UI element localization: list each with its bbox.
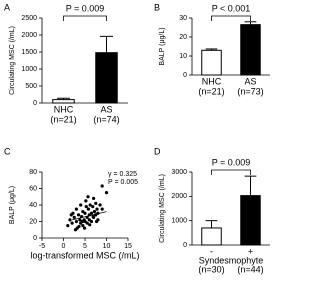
y-tick-label: 80 [29,169,37,176]
x-tick-label: AS [100,104,112,114]
x-tick-label: + [248,246,253,256]
point [94,201,98,205]
y-tick-label: 10 [179,53,187,60]
significance-bracket [211,169,251,175]
x-tick-label: AS [244,76,256,86]
y-tick-label: 0 [183,72,187,79]
point [84,205,88,209]
p-value: P < 0.001 [212,3,251,13]
point [92,210,97,214]
panel-label: B [154,2,160,12]
point [76,213,81,217]
y-tick-label: 1500 [21,49,37,56]
y-tick-label: 2000 [171,193,187,200]
point [66,224,70,228]
bar [240,24,261,76]
point [82,226,87,230]
bar [240,195,261,246]
bar [95,52,118,104]
n-label: (n=21) [50,114,76,124]
point [81,224,85,228]
point [77,224,81,229]
x-tick-label: 15 [124,243,132,250]
point [104,191,109,195]
x-tick-label: - [210,246,213,256]
p-value: P = 0.009 [66,3,105,13]
x-axis-label: Syndesmophyte [199,255,264,265]
point [88,203,92,207]
point [92,196,96,200]
point [100,184,104,188]
point [72,215,76,219]
y-tick-label: 1000 [171,218,187,225]
n-label: (n=44) [237,264,263,274]
point [74,207,78,211]
significance-bracket [211,15,251,21]
y-tick-label: 3000 [171,169,187,176]
p-value: P = 0.009 [212,157,251,167]
point [91,214,95,219]
point [86,207,91,211]
bar [52,99,75,104]
point [84,199,88,203]
n-label: (n=74) [93,114,119,124]
x-tick-label: 10 [103,243,111,250]
y-tick-label: 2500 [21,15,37,22]
x-tick-label: NHC [54,104,74,114]
point [68,218,72,222]
y-tick-label: 40 [29,202,37,209]
x-tick-label: NHC [202,76,222,86]
point [85,221,89,225]
x-tick-label: 5 [83,243,87,250]
y-tick-label: 20 [29,218,37,225]
point [74,219,78,224]
y-tick-label: 2000 [21,32,37,39]
panel-label: D [154,146,161,156]
point [86,195,90,199]
y-tick-label: 0 [183,242,187,249]
n-label: (n=21) [198,86,224,96]
point [78,218,82,222]
point [91,205,95,209]
point [70,221,74,225]
point [98,203,102,207]
point [89,211,94,215]
bar [201,49,222,76]
y-axis-label: Circulating MSC (/mL) [9,26,16,95]
trend-line [72,211,107,221]
n-label: (n=30) [198,264,224,274]
x-axis-label: log-transformed MSC (/mL) [30,250,139,260]
stat-annotation: γ = 0.325 [108,171,137,178]
y-tick-label: 20 [179,34,187,41]
stat-annotation: P = 0.005 [108,179,138,186]
point [88,223,92,227]
significance-bracket [63,15,107,21]
y-axis-label: BALP (μg/L) [9,186,16,224]
point [80,219,85,224]
panel-label: A [4,2,10,12]
y-axis-label: Circulating MSC (/mL) [159,174,166,243]
point [73,228,78,232]
y-tick-label: 1000 [21,66,37,73]
point [69,213,73,217]
y-tick-label: 30 [179,15,187,22]
y-tick-label: 0 [33,235,37,242]
point [89,219,94,224]
x-tick-label: 0 [62,243,66,250]
y-tick-label: 0 [33,100,37,107]
y-tick-label: 60 [29,185,37,192]
bar [201,227,222,246]
point [79,203,83,207]
y-axis-label: BALP (μg/L) [159,27,166,65]
y-tick-label: 500 [25,83,37,90]
point [83,211,87,215]
point [95,207,99,211]
point [95,219,99,224]
x-tick-label: -5 [39,243,45,250]
panel-label: C [4,146,11,156]
n-label: (n=73) [237,86,263,96]
point [100,207,104,211]
